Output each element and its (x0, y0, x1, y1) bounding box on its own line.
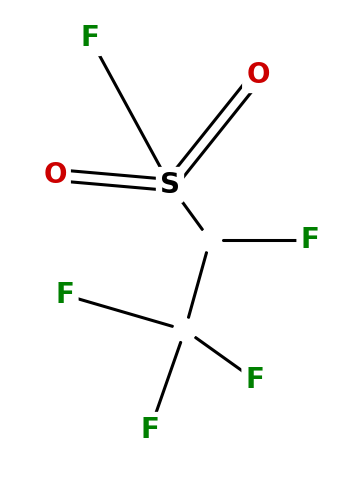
Circle shape (174, 319, 196, 341)
Text: O: O (246, 61, 270, 89)
Text: F: F (245, 366, 265, 394)
Text: F: F (55, 281, 74, 309)
Text: S: S (160, 171, 180, 199)
Text: O: O (43, 161, 67, 189)
Text: F: F (301, 226, 320, 254)
Circle shape (199, 229, 221, 251)
Text: F: F (140, 416, 159, 444)
Text: F: F (81, 24, 99, 52)
